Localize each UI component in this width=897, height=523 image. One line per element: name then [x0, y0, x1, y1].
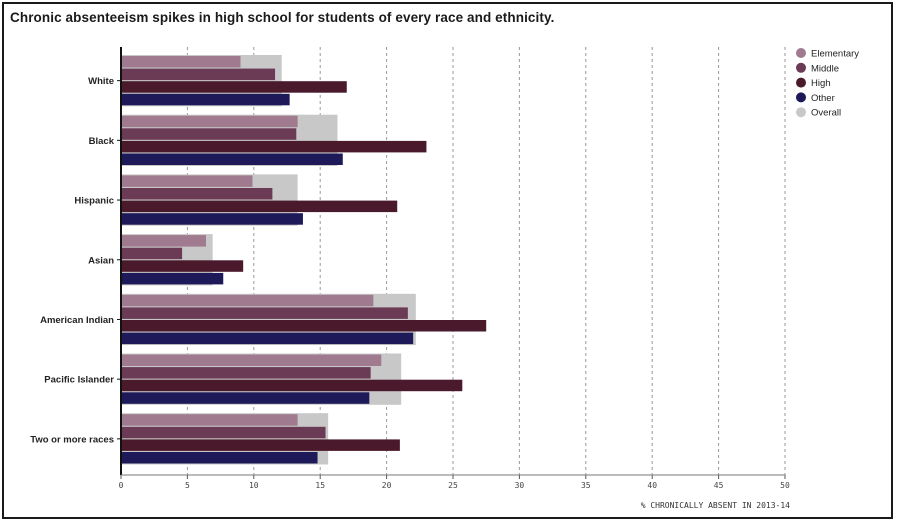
bar-other: [121, 392, 370, 404]
category-label: American Indian: [40, 315, 114, 326]
legend-label-high: High: [811, 78, 831, 89]
x-tick-label: 0: [119, 481, 124, 490]
axes: 0 5 10 15 20 25 30 35 40 45 50 % CHRONICALLY ABSENT…: [119, 47, 790, 510]
x-tick-label: 10: [249, 481, 259, 490]
legend-label-elementary: Elementary: [811, 49, 859, 60]
bar-elementary: [121, 56, 241, 68]
category-label: Hispanic: [74, 196, 114, 207]
bar-other: [121, 213, 303, 225]
bar-elementary: [121, 115, 298, 128]
bar-high: [121, 260, 244, 272]
x-tick-label: 45: [714, 481, 724, 490]
legend-swatch-elementary: [796, 48, 806, 58]
category-label: Asian: [88, 255, 114, 266]
group-bars: [121, 56, 487, 464]
bar-high: [121, 379, 463, 392]
bar-elementary: [121, 294, 374, 307]
bar-high: [121, 320, 487, 332]
bar-middle: [121, 188, 273, 200]
bar-other: [121, 452, 318, 464]
legend-swatch-high: [796, 77, 806, 88]
x-tick-label: 15: [315, 481, 325, 490]
category-label: White: [88, 76, 114, 87]
bar-middle: [121, 367, 371, 379]
bar-high: [121, 81, 347, 93]
legend-swatch-other: [796, 92, 806, 103]
legend-label-overall: Overall: [811, 108, 841, 119]
bar-high: [121, 439, 400, 451]
category-labels: White Black Hispanic Asian American Indian Pa…: [30, 76, 121, 445]
x-tick-label: 20: [382, 481, 392, 490]
x-tick-label: 25: [448, 481, 458, 490]
x-tick-label: 5: [185, 481, 190, 490]
bar-middle: [121, 68, 276, 81]
chart-title: Chronic absenteeism spikes in high schoo…: [10, 10, 555, 25]
bar-elementary: [121, 175, 253, 187]
bar-high: [121, 200, 398, 213]
legend-label-other: Other: [811, 93, 835, 104]
category-label: Pacific Islander: [44, 375, 114, 386]
x-tick-label: 50: [780, 481, 790, 490]
legend: Elementary Middle High Other Overall: [796, 48, 859, 119]
bar-other: [121, 153, 343, 165]
category-label: Black: [89, 136, 115, 147]
x-tick-label: 30: [515, 481, 525, 490]
category-label: Two or more races: [30, 434, 114, 445]
legend-swatch-middle: [796, 62, 806, 73]
bar-high: [121, 140, 427, 153]
bar-elementary: [121, 414, 298, 426]
bar-middle: [121, 426, 326, 439]
bar-other: [121, 272, 224, 285]
x-tick-label: 35: [581, 481, 591, 490]
gridlines: [186, 47, 786, 475]
bar-other: [121, 93, 290, 106]
legend-swatch-overall: [796, 107, 806, 118]
legend-label-middle: Middle: [811, 63, 839, 74]
bar-middle: [121, 247, 183, 260]
x-tick-label: 40: [647, 481, 657, 490]
x-axis-title: % CHRONICALLY ABSENT IN 2013-14: [641, 501, 790, 510]
bar-middle: [121, 128, 297, 140]
bar-middle: [121, 307, 408, 319]
bar-elementary: [121, 354, 382, 366]
bar-elementary: [121, 235, 206, 247]
bar-other: [121, 332, 414, 345]
